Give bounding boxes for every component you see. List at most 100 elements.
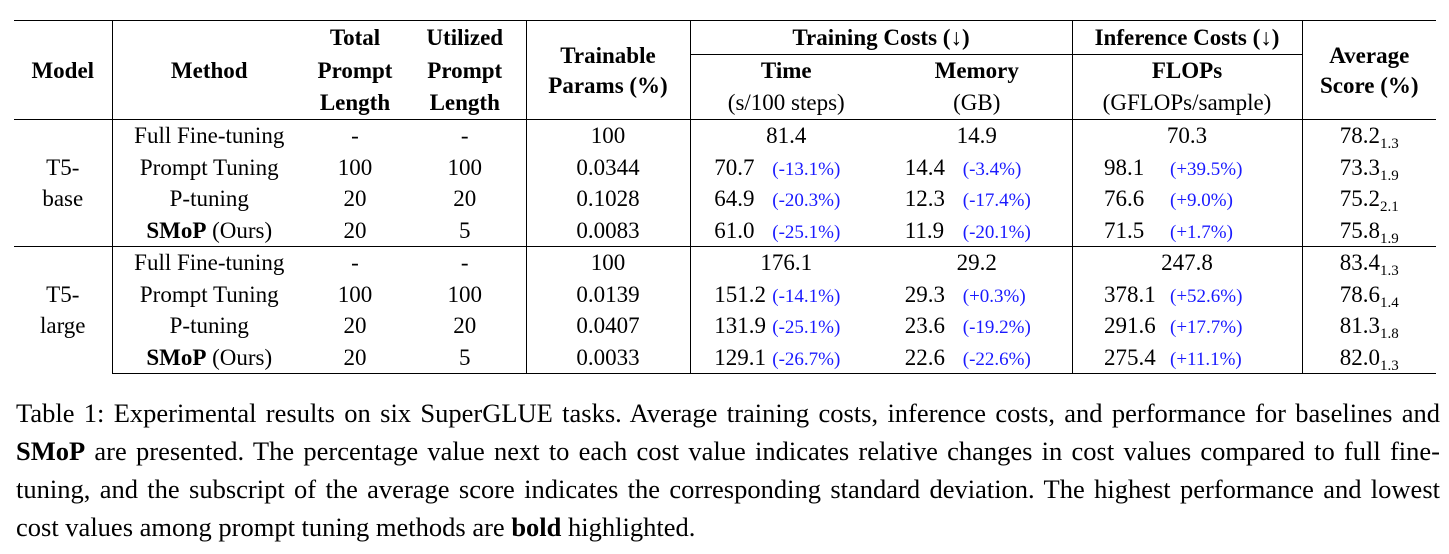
- flops-value-pair: 275.4 (+11.1%): [1073, 346, 1302, 369]
- utilized-prompt-length-cell: 5: [459, 217, 471, 243]
- utilized-prompt-length-cell: 5: [404, 341, 526, 374]
- flops-cell: 378.1 (+52.6%): [1071, 278, 1303, 310]
- time-value: 61.0: [714, 217, 755, 243]
- header-average-score: Average Score (%): [1301, 20, 1437, 120]
- time-cell: 176.1: [689, 246, 882, 279]
- average-score-std: 1.3: [1380, 263, 1399, 280]
- trainable-params-cell: 0.0407: [525, 310, 690, 342]
- flops-value-pair: 291.6 (+17.7%): [1073, 314, 1302, 337]
- method-name-bold: SMoP: [146, 217, 207, 243]
- time-value-pair: 129.1 (-26.7%): [691, 346, 883, 369]
- flops-value-pair: 378.1 (+52.6%): [1073, 283, 1302, 306]
- average-score-cell: 73.31.9: [1301, 151, 1437, 183]
- caption-text-1: Table 1: Experimental results on six Sup…: [16, 398, 1440, 428]
- total-prompt-length-cell: -: [306, 119, 404, 152]
- memory-value: 22.6: [904, 344, 945, 370]
- time-cell: 64.9 (-20.3%): [689, 183, 882, 215]
- method-cell: P-tuning: [111, 310, 306, 342]
- header-model: Model: [14, 20, 112, 120]
- memory-cell: 22.6 (-22.6%): [882, 341, 1073, 374]
- time-relative-change: (-26.7%): [772, 348, 841, 370]
- flops-value: 76.6: [1104, 186, 1145, 212]
- caption-text-2: are presented. The percentage value next…: [16, 436, 1440, 542]
- memory-relative-change: (-22.6%): [962, 348, 1031, 370]
- time-cell: 129.1 (-26.7%): [689, 341, 883, 374]
- flops-cell: 98.1 (+39.5%): [1071, 151, 1303, 183]
- method-name: Prompt Tuning: [139, 154, 279, 180]
- model-name-line: base: [42, 186, 84, 211]
- flops-relative-change: (+39.5%): [1170, 158, 1243, 180]
- average-score-value: 78.2: [1339, 123, 1381, 149]
- memory-value: 23.6: [904, 313, 945, 339]
- memory-value: 29.3: [904, 281, 945, 307]
- memory-value-pair: 14.4 (-3.4%): [882, 156, 1072, 179]
- time-value: 176.1: [760, 250, 813, 276]
- memory-value-pair: 12.3 (-17.4%): [882, 187, 1072, 210]
- memory-cell: 29.3 (+0.3%): [882, 279, 1072, 311]
- flops-cell: 76.6 (+9.0%): [1071, 183, 1303, 215]
- time-relative-change: (-25.1%): [772, 317, 841, 339]
- time-cell: 70.7 (-13.1%): [689, 151, 882, 183]
- flops-cell: 71.5 (+1.7%): [1071, 214, 1303, 247]
- header-utilized-prompt-length-1: Utilized: [404, 20, 526, 55]
- model-name-line: large: [39, 313, 86, 339]
- time-value: 131.9: [714, 313, 766, 339]
- average-score-value: 81.3: [1339, 313, 1381, 339]
- method-name-bold: SMoP: [146, 344, 207, 370]
- average-score-cell: 75.81.9: [1301, 214, 1437, 247]
- average-score-std: 2.1: [1380, 199, 1399, 216]
- method-cell: Full Fine-tuning: [111, 246, 306, 279]
- memory-value: 14.9: [956, 123, 997, 149]
- header-memory: Memory: [934, 58, 1019, 83]
- memory-relative-change: (-3.4%): [962, 158, 1022, 180]
- caption-smop: SMoP: [16, 436, 86, 466]
- time-value-pair: 131.9 (-25.1%): [691, 314, 883, 337]
- trainable-params-cell: 0.0344: [525, 151, 690, 183]
- average-score-std: 1.4: [1380, 294, 1399, 311]
- time-relative-change: (-14.1%): [772, 285, 841, 307]
- total-prompt-length-cell: 100: [337, 281, 373, 307]
- time-cell: 151.2 (-14.1%): [689, 278, 882, 310]
- header-average-score-line2: Score (%): [1319, 72, 1419, 98]
- memory-relative-change: (+0.3%): [962, 285, 1026, 307]
- table-row: P-tuning 20 20 0.1028 64.9 (-20.3%) 12.3 (-17.4…: [14, 183, 1437, 216]
- total-prompt-length-cell: 20: [343, 186, 367, 212]
- header-trainable-params: Trainable Params (%): [525, 20, 690, 120]
- method-name: P-tuning: [169, 186, 249, 212]
- average-score-std: 1.8: [1380, 326, 1399, 343]
- total-prompt-length-cell: 100: [337, 154, 373, 180]
- average-score-value: 73.3: [1339, 154, 1381, 180]
- results-table: Model Method Total Utilized Trainable Pa…: [14, 20, 1437, 374]
- method-cell: SMoP (Ours): [111, 214, 306, 247]
- flops-value-pair: 98.1 (+39.5%): [1073, 156, 1302, 179]
- flops-relative-change: (+17.7%): [1170, 317, 1243, 339]
- time-cell: 61.0 (-25.1%): [689, 214, 882, 247]
- flops-value-pair: 76.6 (+9.0%): [1073, 187, 1302, 210]
- method-name: P-tuning: [169, 313, 249, 339]
- flops-value: 275.4: [1104, 344, 1156, 370]
- table-body: T5- base Full Fine-tuning - -100 81.4 14.9 70.3…: [14, 119, 1437, 374]
- memory-value-pair: 22.6 (-22.6%): [882, 346, 1072, 369]
- method-name-suffix: (Ours): [206, 344, 273, 370]
- header-trainable-params-line2: Params (%): [548, 72, 668, 98]
- utilized-prompt-length-cell: 20: [453, 186, 477, 212]
- flops-value: 291.6: [1104, 313, 1156, 339]
- flops-value: 98.1: [1104, 154, 1145, 180]
- utilized-prompt-length-cell: -: [404, 119, 526, 152]
- trainable-params-cell: 100: [525, 246, 690, 279]
- time-cell: 131.9 (-25.1%): [689, 310, 883, 342]
- flops-value: 70.3: [1166, 123, 1208, 149]
- flops-relative-change: (+11.1%): [1170, 348, 1242, 370]
- header-trainable-params-line1: Trainable: [560, 42, 656, 68]
- flops-cell: 291.6 (+17.7%): [1071, 310, 1303, 342]
- table-caption: Table 1: Experimental results on six Sup…: [16, 394, 1440, 546]
- time-relative-change: (-20.3%): [772, 190, 841, 212]
- header-flops: FLOPs: [1071, 54, 1303, 86]
- memory-value: 14.4: [904, 154, 945, 180]
- flops-cell: 70.3: [1071, 119, 1303, 152]
- utilized-prompt-length-cell: 20: [453, 313, 477, 339]
- total-prompt-length-cell: 20: [343, 313, 367, 339]
- average-score-value: 83.4: [1339, 250, 1381, 276]
- average-score-std: 1.9: [1380, 230, 1399, 247]
- method-name: Full Fine-tuning: [134, 123, 285, 149]
